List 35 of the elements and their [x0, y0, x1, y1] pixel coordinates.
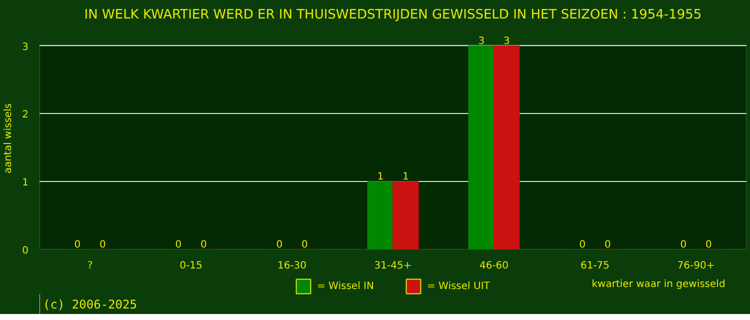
data-label: 1 [402, 172, 409, 183]
x-tick-label: 0-15 [180, 260, 202, 272]
y-tick-label: 1 [22, 178, 29, 189]
data-label: 0 [74, 240, 81, 250]
data-label: 0 [175, 240, 182, 250]
y-tick-label: 3 [22, 42, 29, 53]
text: (c) 2006-2025 [43, 298, 137, 312]
data-label: 0 [200, 240, 207, 250]
y-tick-label: 2 [22, 110, 29, 121]
x-tick-label: 76-90+ [677, 260, 715, 272]
chart-title: IN WELK KWARTIER WERD ER IN THUISWEDSTRIJDEN GEWISSELD IN HET SEIZOEN : 1954-1955 [84, 8, 702, 22]
data-label: 0 [579, 240, 586, 250]
bar [392, 181, 419, 250]
legend-label: = Wissel UIT [426, 280, 490, 292]
x-tick-label: 31-45+ [374, 260, 412, 272]
data-label: 0 [301, 240, 308, 250]
bar [367, 181, 394, 250]
data-label: 3 [478, 36, 485, 47]
bar [494, 45, 520, 250]
x-tick-label: 61-75 [580, 260, 610, 272]
data-label: 1 [377, 172, 384, 183]
x-tick-label: 46-60 [479, 260, 509, 272]
x-tick-label: 16-30 [277, 260, 307, 272]
data-label: 0 [276, 240, 283, 250]
data-label: 0 [99, 240, 106, 250]
y-tick-label: 0 [22, 246, 29, 256]
y-axis-title: aantal wissels [3, 103, 14, 174]
data-label: 0 [604, 240, 611, 250]
data-label: 0 [680, 240, 687, 250]
legend-label: = Wissel IN [317, 280, 374, 292]
data-label: 3 [503, 36, 510, 47]
x-axis-title: kwartier waar in gewisseld [592, 279, 726, 290]
bar [468, 45, 494, 250]
data-label: 0 [705, 240, 712, 250]
x-tick-label: ? [87, 260, 93, 272]
